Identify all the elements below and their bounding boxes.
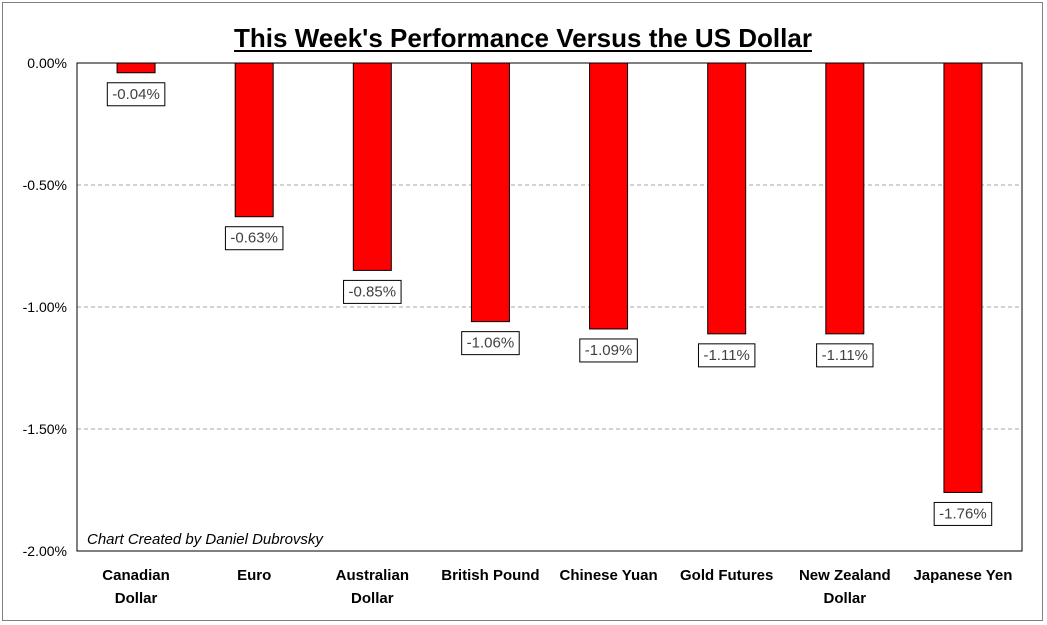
chart-title: This Week's Performance Versus the US Do… bbox=[234, 23, 812, 53]
x-category-label: Canadian Dollar bbox=[102, 567, 170, 607]
data-label-text: -1.11% bbox=[703, 347, 749, 364]
y-tick-label: 0.00% bbox=[27, 55, 67, 71]
x-category-label: British Pound bbox=[441, 567, 539, 584]
y-axis-ticks: 0.00% -0.50% -1.00% -1.50% -2.00% bbox=[23, 55, 67, 559]
y-tick-label: -1.00% bbox=[23, 299, 67, 315]
x-category-label: Euro bbox=[237, 567, 271, 584]
data-label: -1.09% bbox=[579, 338, 638, 363]
y-tick-label: -1.50% bbox=[23, 421, 67, 437]
bar bbox=[943, 62, 983, 493]
data-label-text: -1.06% bbox=[467, 335, 515, 352]
bars: -0.04% -0.63% -0.85% -1.06% -1.09% -1.11% -1.1… bbox=[106, 62, 993, 526]
data-label: -0.63% bbox=[224, 226, 284, 251]
bar bbox=[825, 62, 865, 335]
bar bbox=[470, 62, 510, 323]
bar-chart: This Week's Performance Versus the US Do… bbox=[23, 23, 1023, 607]
bar bbox=[707, 62, 747, 335]
data-label-text: -1.09% bbox=[585, 342, 633, 359]
data-label: -0.04% bbox=[106, 82, 166, 107]
data-label-box bbox=[106, 82, 166, 107]
data-label-text: -1.11% bbox=[822, 347, 868, 364]
x-category-label: New Zealand Dollar bbox=[799, 567, 891, 607]
data-label: -0.85% bbox=[343, 279, 402, 304]
y-tick-label: -0.50% bbox=[23, 177, 67, 193]
x-category-label: Chinese Yuan bbox=[560, 567, 658, 584]
chart-credit: Chart Created by Daniel Dubrovsky bbox=[87, 531, 324, 548]
data-label-box bbox=[461, 331, 520, 356]
bar bbox=[234, 62, 274, 218]
data-label: -1.76% bbox=[933, 501, 993, 526]
data-label-text: -1.76% bbox=[939, 505, 987, 522]
gridlines bbox=[77, 184, 1022, 430]
data-label-text: -0.04% bbox=[112, 86, 160, 103]
data-label-box bbox=[816, 343, 874, 368]
data-label: -1.11% bbox=[697, 343, 756, 368]
bar bbox=[589, 62, 629, 330]
bar bbox=[116, 62, 156, 74]
data-label-box bbox=[343, 279, 402, 304]
x-category-label: Australian Dollar bbox=[336, 567, 409, 607]
data-label-text: -0.63% bbox=[230, 230, 278, 247]
x-category-label: Gold Futures bbox=[680, 567, 773, 584]
data-label: -1.06% bbox=[461, 331, 520, 356]
y-tick-label: -2.00% bbox=[23, 543, 67, 559]
data-label-box bbox=[579, 338, 638, 363]
plot-area bbox=[76, 62, 1023, 552]
data-label-text: -0.85% bbox=[349, 283, 397, 300]
x-category-label: Japanese Yen bbox=[913, 567, 1012, 584]
data-label-box bbox=[933, 501, 993, 526]
data-label-box bbox=[224, 226, 284, 251]
data-label: -1.11% bbox=[816, 343, 874, 368]
x-axis-categories: Canadian Dollar Euro Australian Dollar Britis… bbox=[102, 567, 1012, 607]
bar bbox=[352, 62, 392, 271]
data-label-box bbox=[697, 343, 756, 368]
